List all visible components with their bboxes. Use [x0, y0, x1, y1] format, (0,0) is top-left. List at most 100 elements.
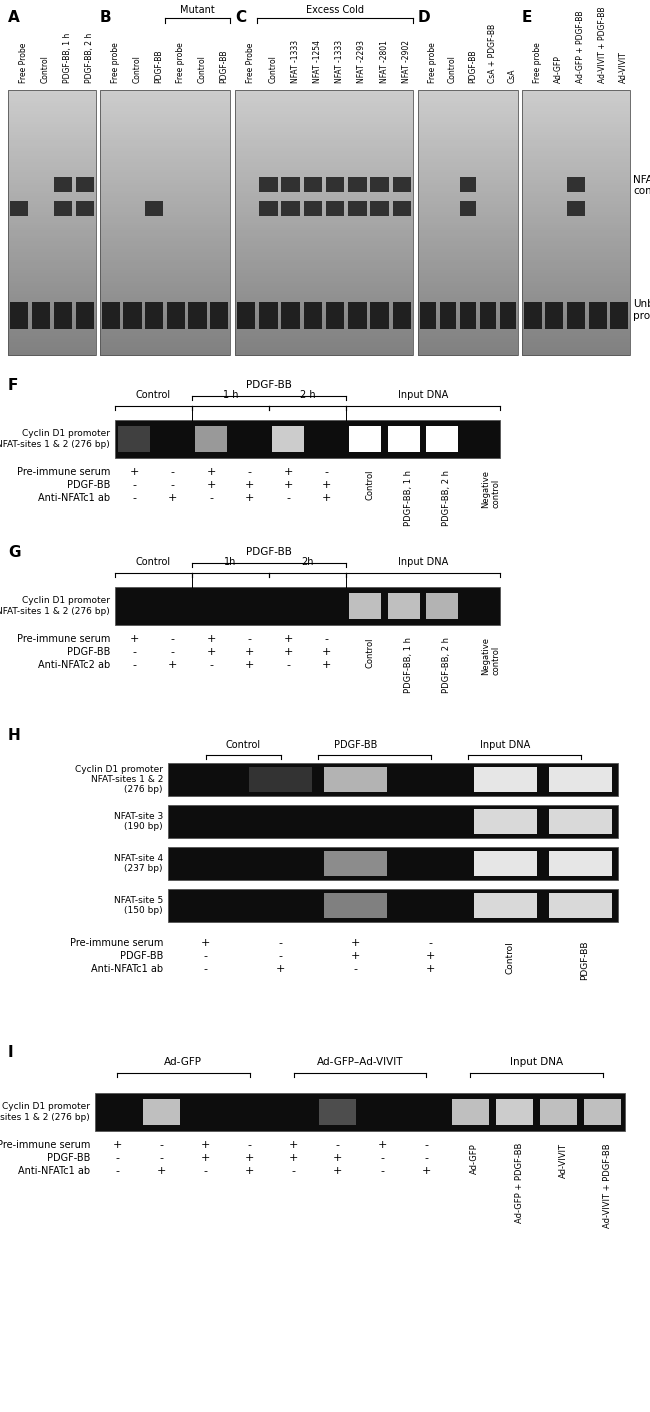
Bar [235, 172, 413, 176]
Bar [259, 178, 278, 192]
Text: NFAT -2801: NFAT -2801 [380, 40, 389, 83]
Bar [235, 217, 413, 220]
Bar [249, 767, 312, 792]
Bar [235, 199, 413, 202]
Bar [235, 209, 413, 213]
Bar [522, 203, 630, 208]
Bar [418, 114, 518, 117]
Text: -: - [325, 467, 329, 477]
Bar [100, 323, 230, 326]
Text: Anti-NFATc1 ab: Anti-NFATc1 ab [18, 1166, 90, 1176]
Bar [8, 119, 96, 123]
Bar [235, 246, 413, 250]
Bar [235, 151, 413, 154]
Bar [522, 227, 630, 232]
Bar [235, 225, 413, 229]
Bar [418, 175, 518, 178]
Bar [188, 302, 207, 329]
Bar [522, 169, 630, 174]
Bar [100, 130, 230, 133]
Bar [522, 287, 630, 289]
Text: Free probe: Free probe [428, 42, 437, 83]
Bar [418, 287, 518, 289]
Bar [235, 182, 413, 186]
Bar [8, 244, 96, 247]
Bar [100, 254, 230, 258]
Bar [235, 291, 413, 295]
Text: NFAT-site 4
(237 bp): NFAT-site 4 (237 bp) [114, 854, 163, 873]
Bar [418, 217, 518, 220]
Bar [259, 202, 278, 216]
Bar [100, 117, 230, 120]
Bar [418, 345, 518, 347]
Text: PDGF-BB: PDGF-BB [468, 49, 477, 83]
Bar [235, 265, 413, 268]
Bar [100, 326, 230, 329]
Text: PDGF-BB: PDGF-BB [66, 647, 110, 657]
Bar [522, 302, 630, 305]
Bar [100, 90, 230, 93]
Bar [100, 318, 230, 322]
Bar [610, 302, 629, 329]
Text: E: E [522, 10, 532, 25]
Bar [8, 193, 96, 198]
Bar [100, 302, 230, 305]
Bar [326, 302, 344, 329]
Bar [418, 90, 518, 354]
Bar [522, 318, 630, 322]
Bar [426, 425, 458, 452]
Text: H: H [8, 729, 21, 743]
Bar [100, 239, 230, 241]
Bar [115, 587, 500, 626]
Bar [235, 329, 413, 332]
Bar [235, 112, 413, 114]
Bar [8, 106, 96, 110]
Bar [235, 347, 413, 350]
Bar [349, 425, 382, 452]
Text: -: - [159, 1139, 163, 1149]
Bar [145, 302, 163, 329]
Text: Free probe: Free probe [533, 42, 542, 83]
Bar [348, 302, 367, 329]
Bar [418, 294, 518, 298]
Bar [235, 297, 413, 301]
Bar [8, 140, 96, 144]
Bar [319, 1099, 356, 1125]
Bar [522, 257, 630, 261]
Text: -: - [132, 659, 136, 671]
Bar [418, 138, 518, 141]
Bar [235, 323, 413, 326]
Bar [418, 333, 518, 337]
Bar [235, 178, 413, 181]
Text: F: F [8, 378, 18, 393]
Bar [8, 323, 96, 326]
Bar [418, 323, 518, 326]
Text: PDGF-BB: PDGF-BB [334, 740, 377, 750]
Text: +: + [245, 647, 254, 657]
Bar [549, 767, 612, 792]
Bar [8, 267, 96, 271]
Bar [522, 161, 630, 165]
Bar [100, 188, 230, 192]
Bar [8, 288, 96, 292]
Bar [8, 199, 96, 202]
Text: -: - [132, 647, 136, 657]
Bar [522, 312, 630, 316]
Text: PDGF-BB, 2 h: PDGF-BB, 2 h [442, 637, 451, 693]
Bar [235, 312, 413, 316]
Bar [418, 103, 518, 107]
Bar [235, 157, 413, 160]
Text: -: - [115, 1154, 119, 1163]
Bar [522, 305, 630, 308]
Text: Excess Cold: Excess Cold [306, 6, 364, 16]
Bar [522, 160, 630, 162]
Bar [387, 593, 420, 620]
Bar [8, 164, 96, 168]
Bar [522, 273, 630, 277]
Bar [235, 353, 413, 356]
Bar [418, 332, 518, 335]
Text: -: - [286, 493, 291, 503]
Bar [100, 185, 230, 189]
Bar [522, 233, 630, 237]
Bar [418, 206, 518, 210]
